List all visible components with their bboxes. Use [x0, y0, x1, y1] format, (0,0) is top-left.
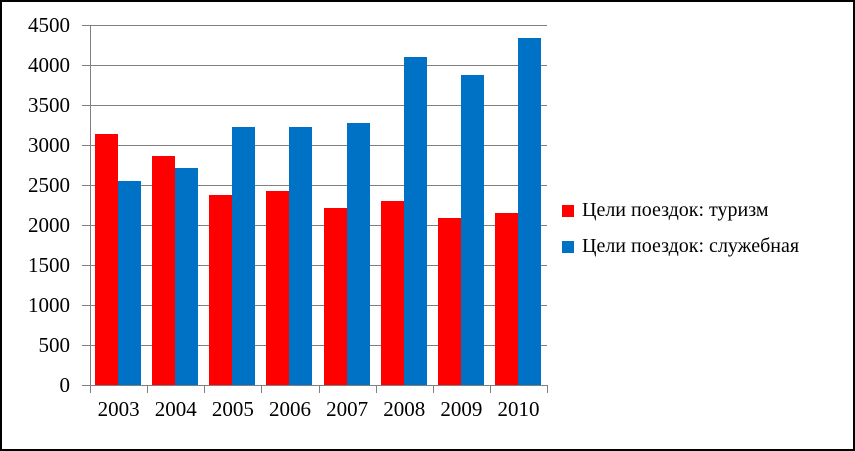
- bar-business-2004: [175, 168, 199, 385]
- x-tick-6: [432, 386, 434, 393]
- bar-tourism-2006: [266, 190, 290, 385]
- gridline-3000: [90, 145, 547, 146]
- legend-item-tourism: Цели поездок: туризм: [562, 199, 799, 222]
- y-tick-label-4000: 4000: [28, 53, 70, 77]
- x-tick-0: [90, 386, 91, 393]
- gridline-1500: [90, 265, 547, 266]
- x-tick-2: [204, 386, 206, 393]
- y-tick-label-4500: 4500: [28, 13, 70, 37]
- gridline-4000: [90, 65, 547, 66]
- x-tick-label-2005: 2005: [211, 397, 254, 421]
- y-tick-label-0: 0: [59, 373, 71, 397]
- gridline-3500: [90, 105, 547, 106]
- bar-tourism-2005: [209, 194, 233, 385]
- x-tick-label-2008: 2008: [383, 397, 426, 421]
- legend-swatch-business-icon: [562, 240, 574, 253]
- y-tick-label-2500: 2500: [28, 173, 70, 197]
- x-tick-label-2010: 2010: [497, 397, 540, 421]
- x-tick-label-2009: 2009: [440, 397, 483, 421]
- bar-business-2009: [460, 75, 484, 385]
- y-tick-label-3500: 3500: [28, 93, 70, 117]
- x-tick-1: [147, 386, 149, 393]
- y-tick-label-1000: 1000: [28, 293, 70, 317]
- legend-item-business: Цели поездок: служебная: [562, 235, 799, 258]
- bar-tourism-2008: [380, 201, 404, 385]
- bar-tourism-2004: [152, 156, 176, 385]
- gridline-1000: [90, 305, 547, 306]
- bar-business-2003: [118, 181, 141, 385]
- x-tick-label-2003: 2003: [97, 397, 140, 421]
- bar-tourism-2009: [437, 217, 461, 385]
- bar-tourism-2010: [494, 213, 518, 385]
- legend: Цели поездок: туризм Цели поездок: служе…: [562, 199, 799, 258]
- bar-tourism-2003: [95, 133, 118, 385]
- bar-business-2007: [346, 123, 370, 385]
- x-tick-4: [318, 386, 320, 393]
- x-axis-line: [90, 385, 548, 386]
- y-tick-label-3000: 3000: [28, 133, 70, 157]
- gridline-2000: [90, 225, 547, 226]
- y-axis-line: [90, 25, 91, 386]
- y-tick-label-2000: 2000: [28, 213, 70, 237]
- x-tick-label-2004: 2004: [154, 397, 197, 421]
- gridline-500: [90, 345, 547, 346]
- legend-swatch-tourism-icon: [562, 204, 574, 217]
- x-tick-label-2007: 2007: [326, 397, 369, 421]
- legend-label-business: Цели поездок: служебная: [582, 235, 800, 257]
- gridline-4500: [90, 25, 547, 26]
- x-tick-label-2006: 2006: [268, 397, 311, 421]
- bar-business-2006: [289, 126, 313, 385]
- x-tick-5: [375, 386, 377, 393]
- bar-business-2005: [232, 127, 256, 385]
- x-tick-3: [261, 386, 263, 393]
- bar-business-2010: [517, 37, 541, 385]
- x-tick-7: [489, 386, 491, 393]
- x-tick-8: [547, 386, 548, 393]
- y-tick-label-500: 500: [38, 333, 71, 357]
- legend-label-tourism: Цели поездок: туризм: [582, 199, 769, 221]
- gridline-2500: [90, 185, 547, 186]
- bar-business-2008: [403, 57, 427, 385]
- y-tick-label-1500: 1500: [28, 253, 70, 277]
- plot-area: [90, 25, 547, 385]
- bar-tourism-2007: [323, 208, 347, 385]
